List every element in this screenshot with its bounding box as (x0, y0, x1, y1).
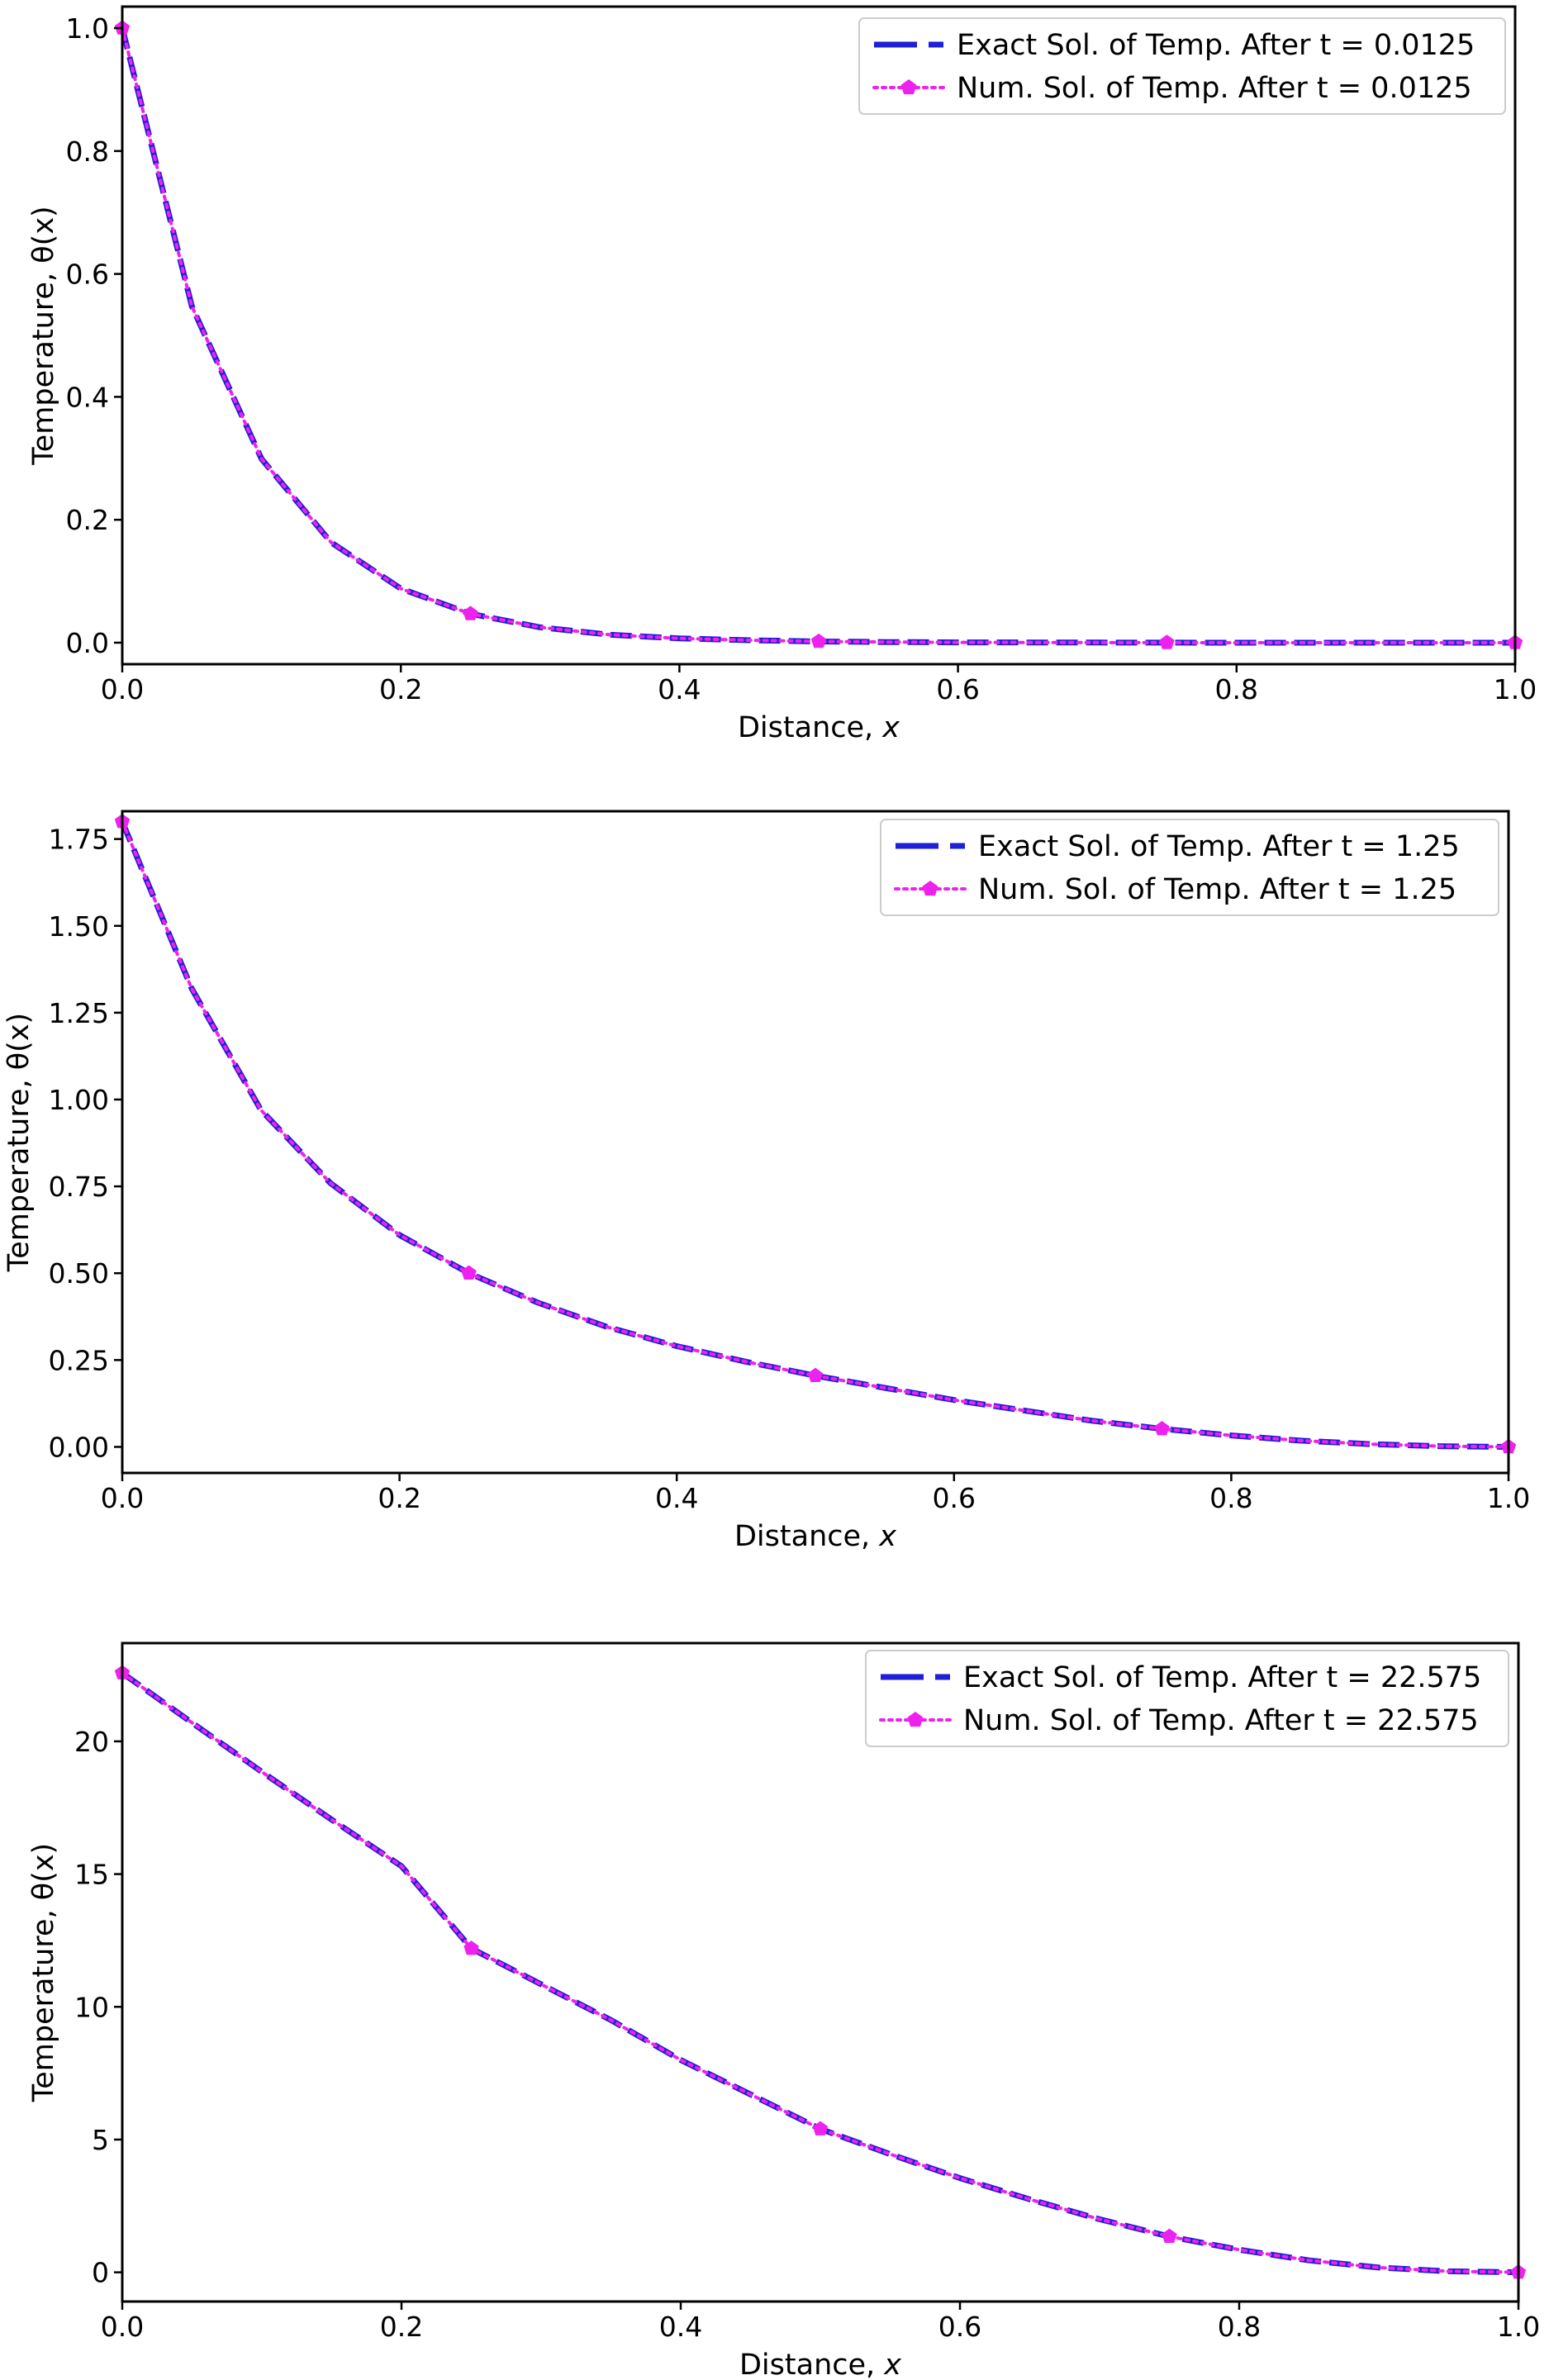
x-tick-label: 0.8 (1209, 1482, 1252, 1514)
y-tick-label: 0.25 (49, 1344, 109, 1376)
y-tick-label: 1.50 (49, 910, 109, 943)
y-tick-label: 15 (74, 1859, 109, 1891)
pentagon-marker (812, 2121, 829, 2135)
chart-1: 0.0 0.2 0.4 0.6 0.8 1.0 0.0 0.2 0.4 0.6 0.8 1.0 Dist… (27, 5, 1537, 744)
pentagon-marker (463, 1940, 479, 1955)
legend-box (858, 17, 1506, 115)
x-tick-label: 0.8 (1218, 2311, 1261, 2343)
pentagon-marker (461, 1265, 477, 1280)
y-tick-label: 5 (92, 2124, 109, 2156)
y-axis-label: Temperature, θ(x) (2, 1013, 36, 1272)
x-tick-label: 1.0 (1487, 1482, 1530, 1514)
x-tick-label: 0.8 (1215, 673, 1258, 705)
y-tick-label: 0.75 (49, 1171, 109, 1203)
x-tick-label: 0.0 (101, 1482, 144, 1514)
x-axis-label: Distance, x (739, 2349, 901, 2380)
x-tick-label: 1.0 (1497, 2311, 1540, 2343)
y-tick-label: 0.00 (49, 1431, 109, 1463)
y-tick-label: 1.0 (66, 12, 109, 45)
legend-box (865, 1650, 1509, 1747)
y-tick-label: 1.75 (49, 824, 109, 856)
y-tick-label: 10 (74, 1991, 109, 2023)
x-tick-label: 0.4 (655, 1482, 698, 1514)
pentagon-marker (807, 1367, 824, 1382)
x-tick-label: 0.0 (101, 673, 144, 705)
legend-box (880, 819, 1499, 916)
legend-label: Num. Sol. of Temp. After t = 22.575 (963, 1704, 1479, 1737)
chart-2: 0.0 0.2 0.4 0.6 0.8 1.0 0.00 0.25 0.50 0.75 1.00 1.… (2, 810, 1530, 1553)
x-tick-label: 0.6 (933, 1482, 976, 1514)
legend-pentagon-marker (922, 881, 938, 896)
pentagon-marker (463, 606, 478, 620)
plot-frame (121, 810, 1510, 1475)
legend-pentagon-marker (907, 1712, 924, 1727)
pentagon-marker (1162, 2228, 1177, 2243)
plot-frame (121, 1641, 1520, 2303)
legend-label: Exact Sol. of Temp. After t = 22.575 (963, 1661, 1481, 1694)
numerical-solution-line (121, 26, 1517, 644)
legend-label: Exact Sol. of Temp. After t = 1.25 (978, 830, 1460, 863)
numerical-solution-line (121, 1671, 1520, 2274)
x-tick-label: 0.2 (379, 673, 422, 705)
x-tick-label: 0.4 (658, 673, 701, 705)
x-tick-label: 0.0 (101, 2311, 144, 2343)
pentagon-marker (1159, 634, 1175, 649)
plot-frame (121, 5, 1517, 666)
x-tick-label: 0.6 (936, 673, 979, 705)
legend: Exact Sol. of Temp. After t = 22.575 Num.… (865, 1650, 1509, 1747)
pentagon-marker (810, 633, 827, 648)
legend-label: Num. Sol. of Temp. After t = 0.0125 (957, 72, 1472, 105)
x-tick-label: 0.2 (378, 1482, 421, 1514)
legend: Exact Sol. of Temp. After t = 0.0125 Num.… (858, 17, 1506, 115)
x-tick-label: 1.0 (1494, 673, 1537, 705)
y-tick-label: 0.4 (66, 381, 109, 413)
y-axis-label: Temperature, θ(x) (27, 206, 60, 465)
legend-label: Num. Sol. of Temp. After t = 1.25 (978, 873, 1456, 906)
legend-label: Exact Sol. of Temp. After t = 0.0125 (957, 29, 1475, 62)
x-tick-label: 0.6 (938, 2311, 981, 2343)
y-tick-label: 0.0 (66, 627, 109, 659)
y-tick-label: 0 (92, 2257, 109, 2289)
x-tick-label: 0.4 (659, 2311, 702, 2343)
x-axis-label: Distance, x (734, 1520, 896, 1553)
y-tick-label: 0.8 (66, 135, 109, 168)
legend-pentagon-marker (900, 79, 917, 95)
y-tick-label: 0.50 (49, 1257, 109, 1290)
x-axis-label: Distance, x (738, 711, 900, 744)
y-tick-label: 0.6 (66, 259, 109, 291)
y-tick-label: 0.2 (66, 504, 109, 536)
y-tick-label: 1.00 (49, 1084, 109, 1116)
pentagon-marker (1154, 1420, 1170, 1436)
legend: Exact Sol. of Temp. After t = 1.25 Num. S… (880, 819, 1499, 916)
x-tick-label: 0.2 (380, 2311, 423, 2343)
y-axis-label: Temperature, θ(x) (27, 1843, 60, 2102)
y-tick-label: 20 (74, 1726, 109, 1758)
chart-3: 0.0 0.2 0.4 0.6 0.8 1.0 0 5 10 15 20 Distance, x Tem… (27, 1641, 1540, 2380)
y-tick-label: 1.25 (49, 997, 109, 1029)
